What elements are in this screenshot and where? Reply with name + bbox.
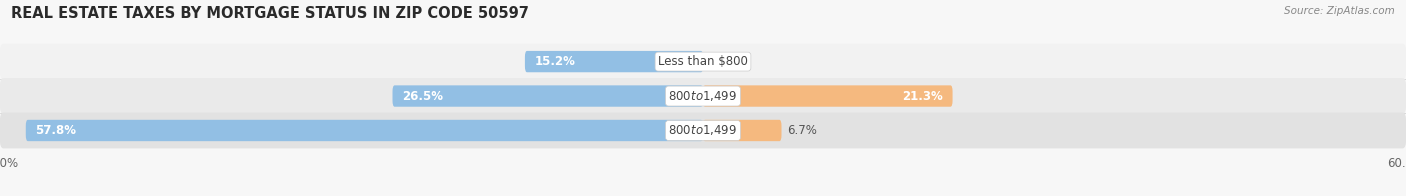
Text: Source: ZipAtlas.com: Source: ZipAtlas.com xyxy=(1284,6,1395,16)
Text: 15.2%: 15.2% xyxy=(534,55,575,68)
FancyBboxPatch shape xyxy=(0,78,1406,114)
Text: $800 to $1,499: $800 to $1,499 xyxy=(668,89,738,103)
FancyBboxPatch shape xyxy=(703,85,953,107)
FancyBboxPatch shape xyxy=(25,120,703,141)
Text: 0.0%: 0.0% xyxy=(709,55,738,68)
Text: 6.7%: 6.7% xyxy=(787,124,817,137)
Text: 26.5%: 26.5% xyxy=(402,90,443,103)
FancyBboxPatch shape xyxy=(0,44,1406,80)
Text: 21.3%: 21.3% xyxy=(903,90,943,103)
FancyBboxPatch shape xyxy=(703,120,782,141)
FancyBboxPatch shape xyxy=(524,51,703,72)
Text: REAL ESTATE TAXES BY MORTGAGE STATUS IN ZIP CODE 50597: REAL ESTATE TAXES BY MORTGAGE STATUS IN … xyxy=(11,6,529,21)
FancyBboxPatch shape xyxy=(0,113,1406,148)
Text: $800 to $1,499: $800 to $1,499 xyxy=(668,123,738,137)
FancyBboxPatch shape xyxy=(392,85,703,107)
Legend: Without Mortgage, With Mortgage: Without Mortgage, With Mortgage xyxy=(576,195,830,196)
Text: Less than $800: Less than $800 xyxy=(658,55,748,68)
Text: 57.8%: 57.8% xyxy=(35,124,76,137)
